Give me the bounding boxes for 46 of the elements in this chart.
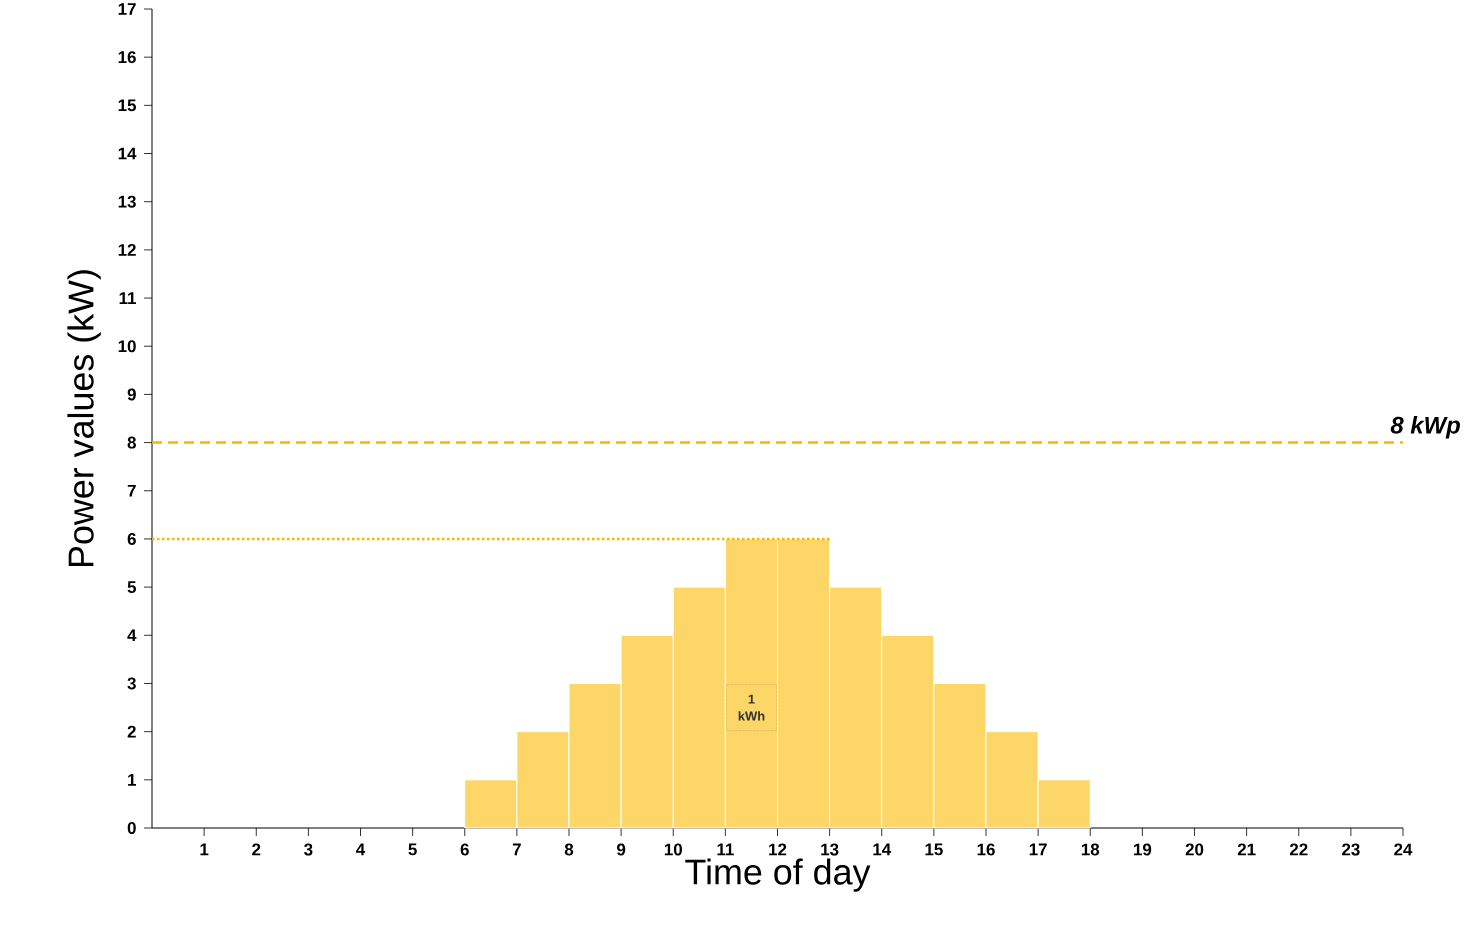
x-tick-label: 7 xyxy=(512,843,521,856)
y-tick-label: 7 xyxy=(127,484,136,497)
x-tick-label: 18 xyxy=(1081,843,1100,856)
y-axis-title: Power values (kW) xyxy=(67,270,101,567)
x-tick-label: 22 xyxy=(1289,843,1308,856)
y-tick-label: 3 xyxy=(127,677,136,690)
x-tick-label: 4 xyxy=(356,843,366,856)
x-tick-label: 12 xyxy=(769,843,787,856)
x-tick-label: 3 xyxy=(304,843,313,856)
y-tick-label: 13 xyxy=(118,195,136,208)
x-tick-label: 13 xyxy=(821,843,839,856)
y-tick-label: 11 xyxy=(119,292,137,304)
x-axis-title: Time of day xyxy=(685,858,871,892)
x-tick-label: 24 xyxy=(1394,843,1413,856)
y-tick-label: 0 xyxy=(127,822,136,834)
x-tick-label: 1 xyxy=(200,843,209,856)
x-tick-label: 6 xyxy=(460,843,469,856)
x-tick-label: 2 xyxy=(252,843,261,856)
y-tick-label: 5 xyxy=(127,581,137,594)
x-tick-label: 11 xyxy=(717,843,734,856)
x-tick-label: 16 xyxy=(977,843,995,856)
x-tick-label: 9 xyxy=(617,843,626,856)
x-tick-label: 15 xyxy=(925,843,943,856)
x-tick-label: 14 xyxy=(873,843,892,856)
y-tick-label: 4 xyxy=(127,629,137,642)
x-tick-label: 21 xyxy=(1237,843,1256,856)
y-tick-label: 2 xyxy=(127,725,136,738)
y-tick-label: 1 xyxy=(128,773,137,786)
y-tick-label: 14 xyxy=(118,147,137,160)
x-tick-label: 10 xyxy=(664,843,682,856)
x-tick-label: 20 xyxy=(1185,843,1204,856)
y-tick-label: 17 xyxy=(118,3,136,15)
x-tick-label: 17 xyxy=(1029,843,1047,856)
annotation: 1 kWh xyxy=(738,694,765,721)
x-tick-label: 8 xyxy=(564,843,574,856)
y-tick-label: 9 xyxy=(127,388,136,401)
y-tick-label: 10 xyxy=(118,340,136,353)
x-tick-label: 19 xyxy=(1134,843,1152,856)
ref-line-label: 8 kWp xyxy=(1390,416,1460,439)
x-tick-label: 5 xyxy=(408,843,417,856)
y-tick-label: 6 xyxy=(127,532,136,545)
x-tick-label: 23 xyxy=(1342,843,1360,856)
y-tick-label: 16 xyxy=(118,51,136,64)
y-tick-label: 12 xyxy=(118,243,136,256)
y-tick-label: 15 xyxy=(118,99,137,112)
y-tick-label: 8 xyxy=(127,436,136,449)
